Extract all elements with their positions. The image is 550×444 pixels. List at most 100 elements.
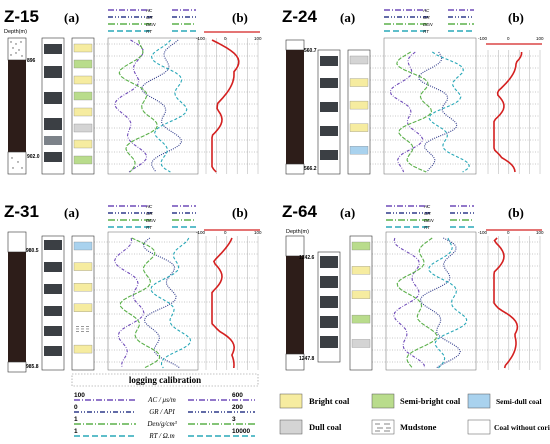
log-track: [385, 231, 477, 371]
calib-max-gr: 200: [232, 404, 243, 411]
log-curve-den: [118, 39, 159, 173]
header-label-ac: AC: [423, 204, 431, 209]
band-bright: [73, 43, 93, 53]
band-bright: [73, 283, 93, 292]
coal-seam: [286, 256, 304, 354]
header-label-gr: GR: [423, 15, 431, 20]
sandstone-bottom: [7, 151, 27, 175]
log-curves: [370, 51, 540, 173]
log-headers: AC GR DEN RT: [386, 204, 474, 230]
header-label-den: DEN: [146, 22, 156, 27]
log-headers: AC GR DEN RT: [384, 8, 474, 34]
band-bright: [73, 75, 93, 85]
legend-swatch-semidull: [467, 393, 491, 409]
coal-type-column: [347, 49, 371, 175]
calib-max-rt: 10000: [232, 428, 250, 435]
log-curve-den: [119, 237, 161, 369]
legend-label-semidull: Semi-dull coal: [496, 397, 542, 406]
panel-z15: Z-15 (a) (b) Depth(m) 896 902.0 AC GR DEN R…: [4, 7, 262, 175]
depth-top: 896: [27, 58, 36, 64]
band-bright: [349, 123, 369, 132]
log-curve-den: [396, 51, 433, 173]
panel-title: Z-31: [4, 202, 39, 221]
legend-swatch-nocore: [467, 419, 491, 435]
log-curve-gr: [419, 237, 461, 369]
legend-swatch-semibright: [371, 393, 395, 409]
band-dull: [73, 123, 93, 133]
band-semibright: [351, 241, 371, 251]
depth-top: 1242.6: [299, 255, 315, 261]
b-curve: [211, 237, 236, 369]
b-track: [486, 43, 542, 174]
legend-label-nocore: Coal without coring: [494, 423, 550, 432]
log-curve-ac: [389, 51, 424, 173]
band-semidull: [349, 146, 369, 155]
band-semibright: [73, 91, 93, 101]
log-headers: AC GR DEN RT: [108, 8, 196, 34]
band-bright: [73, 107, 93, 117]
calib-unit-rt: RT / Ω.m: [148, 432, 174, 440]
panel-label-a: (a): [340, 205, 355, 220]
calib-unit-ac: AC / μs/m: [147, 396, 176, 404]
log-curve-rt: [150, 39, 188, 173]
log-curve-den: [396, 237, 438, 369]
scale-right: 100: [536, 36, 544, 41]
panel-title: Z-24: [282, 7, 318, 26]
depth-bottom: 566.2: [304, 166, 317, 172]
header-label-gr: GR: [146, 211, 154, 216]
header-label-rt: RT: [424, 225, 431, 230]
coal-seam: [8, 252, 26, 362]
band-dull: [351, 339, 371, 348]
header-label-ac: AC: [145, 204, 153, 209]
calib-max-ac: 600: [232, 392, 243, 399]
coal-type-bands: [349, 55, 369, 155]
panel-label-a: (a): [64, 205, 79, 220]
log-curve-ac: [114, 237, 145, 369]
panel-title: Z-15: [4, 7, 39, 26]
header-label-rt: RT: [423, 29, 430, 34]
depth-top: 560.7: [304, 48, 317, 54]
panel-label-b: (b): [508, 205, 524, 220]
depth-bottom: 1247.8: [299, 356, 315, 362]
calib-min-ac: 100: [74, 392, 85, 399]
log-curves: [94, 237, 258, 369]
log-curve-gr: [418, 51, 458, 173]
band-mudstone: [74, 324, 92, 333]
sandstone-top: [7, 37, 27, 61]
panel-label-b: (b): [232, 205, 248, 220]
legend-swatch-dull: [279, 419, 303, 435]
band-bright: [349, 78, 369, 87]
panel-label-a: (a): [340, 10, 355, 25]
calib-max-den: 3: [232, 416, 236, 423]
coal-type-bands: [73, 43, 93, 165]
panel-title: Z-64: [282, 202, 318, 221]
log-curve-rt: [428, 237, 468, 369]
calib-unit-gr: GR / API: [149, 408, 175, 416]
sandstone-pattern: [10, 41, 23, 57]
log-curves: [94, 39, 258, 173]
band-bright: [73, 303, 93, 312]
calib-min-den: 1: [74, 416, 78, 423]
depth-title: Depth(m): [286, 229, 309, 235]
legend-label-semibright: Semi-bright coal: [400, 396, 461, 406]
panel-label-b: (b): [232, 10, 248, 25]
log-track: [383, 37, 477, 175]
header-label-gr: GR: [424, 211, 432, 216]
band-bright: [351, 266, 371, 275]
scale-left: -100: [196, 36, 206, 41]
scale-mid: 0: [507, 230, 510, 235]
panel-label-b: (b): [508, 10, 524, 25]
panel-label-a: (a): [64, 10, 79, 25]
coal-type-column: [71, 37, 95, 175]
depth-bottom: 902.0: [27, 154, 40, 160]
depth-bottom: 985.8: [26, 364, 39, 370]
legend-swatch-mudstone: [371, 419, 395, 435]
sandstone-top: [285, 235, 305, 257]
legend-swatch-bright: [279, 393, 303, 409]
logging-calibration: logging calibration 100 600 AC / μs/m 0 200 G…: [71, 373, 259, 440]
coal-type-bands: [351, 241, 371, 348]
scale-left: -100: [196, 230, 206, 235]
calib-unit-den: Den/g/cm³: [146, 420, 177, 428]
